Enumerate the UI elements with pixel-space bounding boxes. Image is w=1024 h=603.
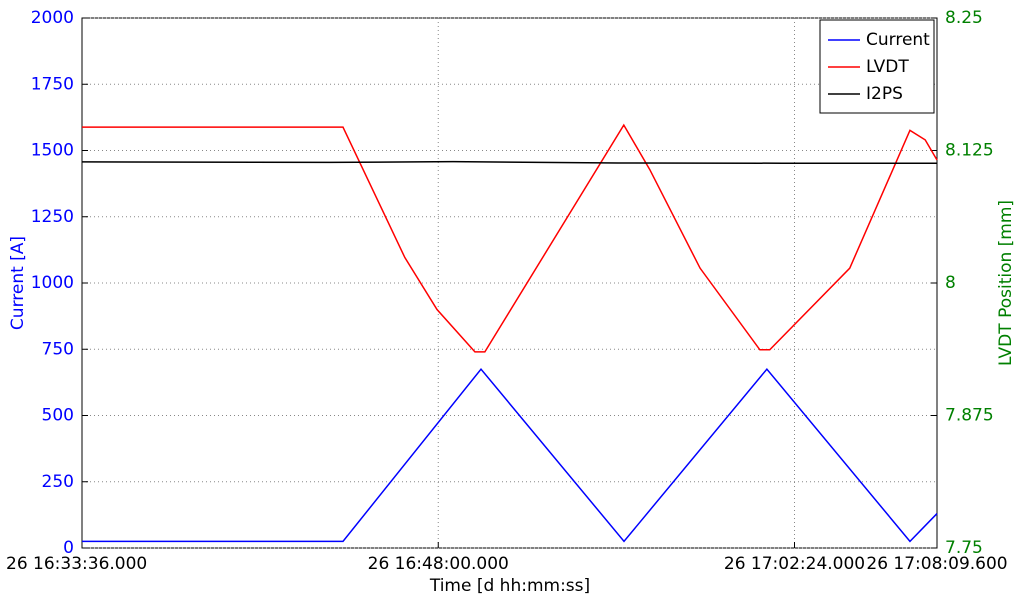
y-tick-label: 1000 bbox=[31, 273, 74, 293]
y2-axis-label: LVDT Position [mm] bbox=[996, 200, 1016, 366]
y-tick-label: 0 bbox=[63, 538, 74, 558]
x-tick-label: 26 17:02:24.000 bbox=[724, 554, 865, 574]
y-tick-label: 1750 bbox=[31, 74, 74, 94]
series-line bbox=[82, 123, 938, 353]
y-tick-label: 250 bbox=[42, 472, 74, 492]
x-tick-label: 26 16:48:00.000 bbox=[368, 554, 509, 574]
y2-tick-label: 7.75 bbox=[945, 538, 983, 558]
x-axis-label: Time [d hh:mm:ss] bbox=[429, 576, 590, 596]
legend-label: LVDT bbox=[866, 57, 909, 77]
y-axis-label: Current [A] bbox=[8, 236, 28, 330]
x-tick-label: 26 17:08:09.600 bbox=[866, 554, 1007, 574]
series-line bbox=[81, 160, 937, 164]
y-tick-label: 1500 bbox=[31, 141, 74, 161]
y2-tick-label: 8.125 bbox=[945, 141, 994, 161]
y2-tick-label: 8 bbox=[945, 273, 956, 293]
legend-label: Current bbox=[866, 30, 930, 50]
series-line bbox=[82, 367, 938, 543]
x-tick-label: 26 16:33:36.000 bbox=[6, 554, 147, 574]
legend-label: I2PS bbox=[866, 84, 903, 104]
y-tick-label: 1250 bbox=[31, 207, 74, 227]
y-tick-label: 750 bbox=[42, 339, 74, 359]
y2-tick-label: 7.875 bbox=[945, 406, 994, 426]
y-tick-label: 2000 bbox=[31, 8, 74, 28]
y2-tick-label: 8.25 bbox=[945, 8, 983, 28]
y-tick-label: 500 bbox=[42, 406, 74, 426]
